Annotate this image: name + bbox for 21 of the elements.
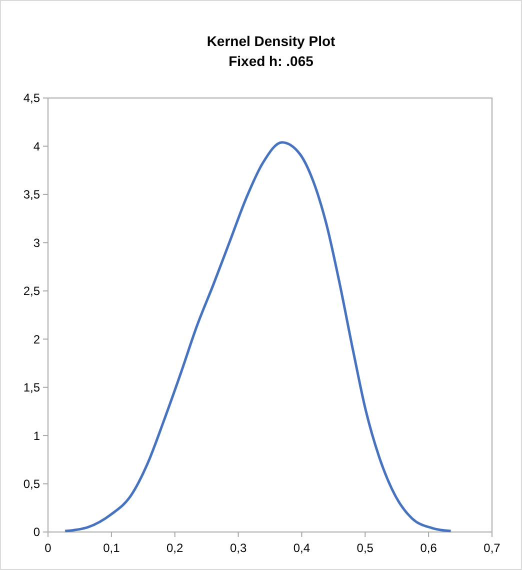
x-tick-label: 0,3 [230, 541, 247, 555]
x-tick-label: 0,6 [420, 541, 438, 555]
x-tick-label: 0,2 [166, 541, 184, 555]
chart-subtitle: Fixed h: .065 [228, 53, 314, 69]
x-tick-label: 0 [44, 541, 52, 555]
x-tick-label: 0,5 [356, 541, 374, 555]
y-tick-label: 0,5 [23, 476, 40, 491]
y-tick-label: 0 [33, 525, 40, 540]
y-tick-label: 3,5 [23, 188, 40, 202]
y-tick-label: 3 [33, 236, 40, 250]
y-tick-label: 4 [33, 139, 40, 154]
x-tick-label: 0,4 [293, 541, 310, 555]
x-tick-label: 0,7 [484, 541, 501, 555]
y-tick-label: 4,5 [23, 91, 40, 106]
y-tick-label: 2 [33, 332, 40, 346]
y-tick-label: 1 [33, 428, 40, 443]
chart-title: Kernel Density Plot [206, 33, 336, 49]
x-tick-label: 0,1 [103, 541, 120, 555]
y-tick-label: 1,5 [23, 380, 40, 395]
y-tick-label: 2,5 [23, 284, 40, 298]
line-series [64, 141, 452, 532]
